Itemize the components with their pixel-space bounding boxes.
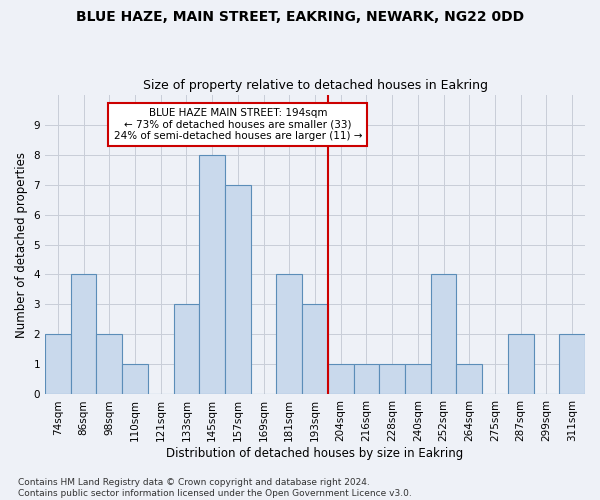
- Bar: [225, 184, 251, 394]
- Bar: [45, 334, 71, 394]
- Bar: [405, 364, 431, 394]
- Bar: [277, 274, 302, 394]
- Bar: [97, 334, 122, 394]
- Bar: [173, 304, 199, 394]
- Bar: [199, 154, 225, 394]
- X-axis label: Distribution of detached houses by size in Eakring: Distribution of detached houses by size …: [166, 447, 464, 460]
- Y-axis label: Number of detached properties: Number of detached properties: [15, 152, 28, 338]
- Bar: [71, 274, 97, 394]
- Text: BLUE HAZE MAIN STREET: 194sqm
← 73% of detached houses are smaller (33)
24% of s: BLUE HAZE MAIN STREET: 194sqm ← 73% of d…: [113, 108, 362, 141]
- Bar: [559, 334, 585, 394]
- Bar: [328, 364, 353, 394]
- Text: Contains HM Land Registry data © Crown copyright and database right 2024.
Contai: Contains HM Land Registry data © Crown c…: [18, 478, 412, 498]
- Bar: [379, 364, 405, 394]
- Bar: [508, 334, 533, 394]
- Bar: [122, 364, 148, 394]
- Title: Size of property relative to detached houses in Eakring: Size of property relative to detached ho…: [143, 79, 488, 92]
- Bar: [457, 364, 482, 394]
- Bar: [302, 304, 328, 394]
- Text: BLUE HAZE, MAIN STREET, EAKRING, NEWARK, NG22 0DD: BLUE HAZE, MAIN STREET, EAKRING, NEWARK,…: [76, 10, 524, 24]
- Bar: [431, 274, 457, 394]
- Bar: [353, 364, 379, 394]
